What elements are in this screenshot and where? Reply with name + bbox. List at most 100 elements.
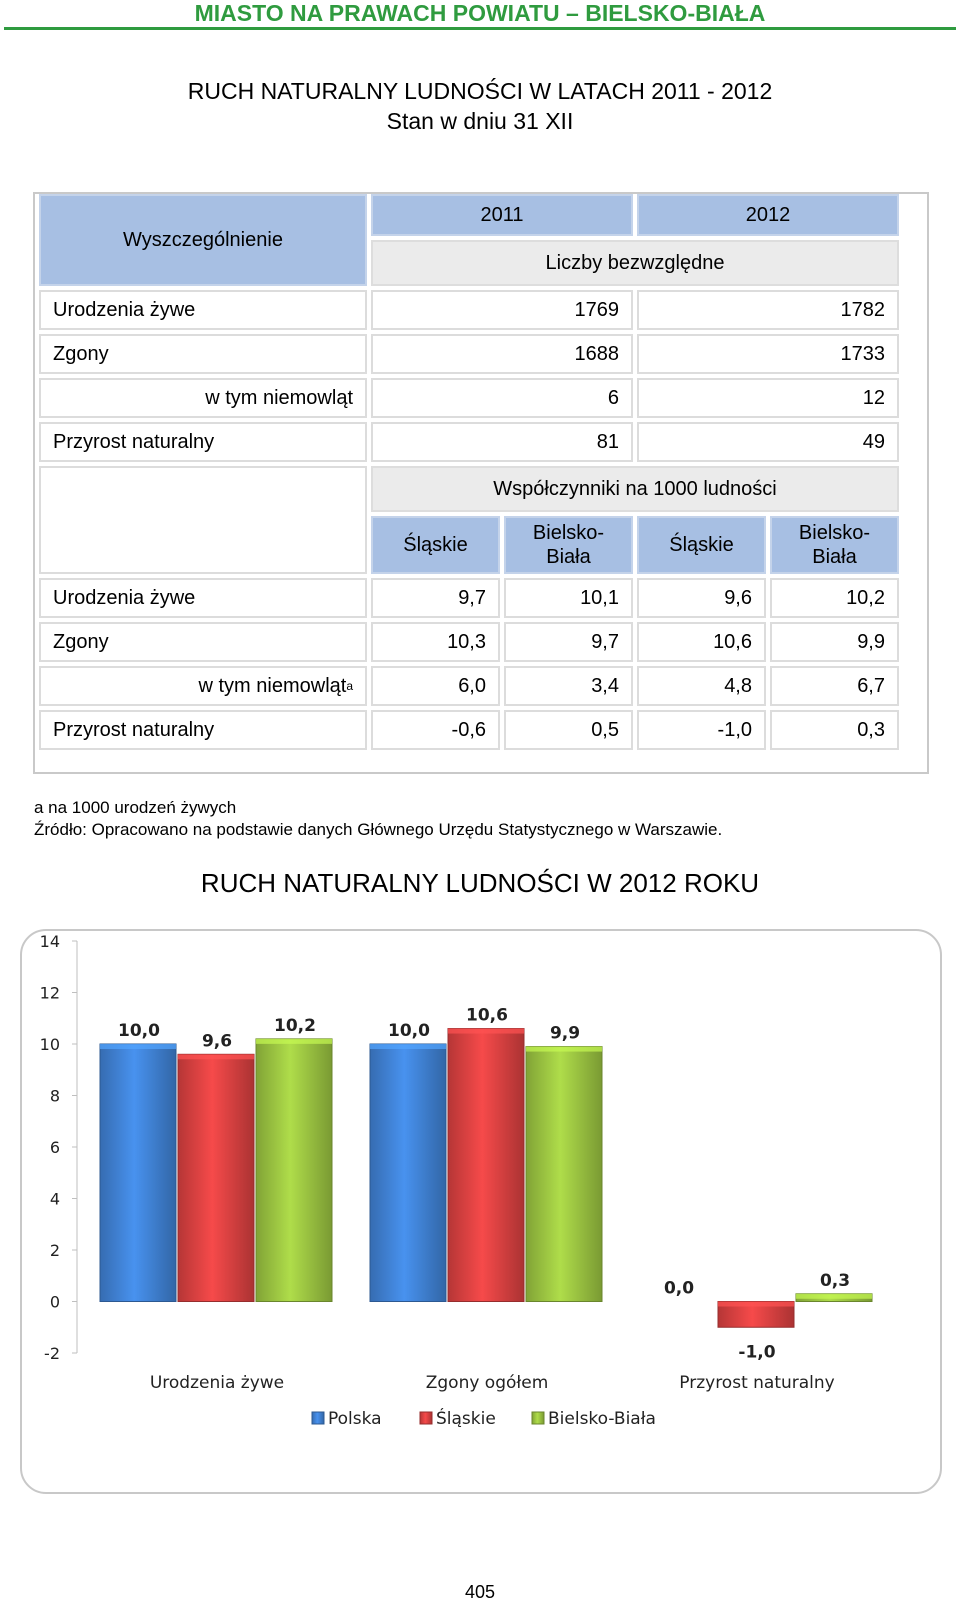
coef-cell: 9,9 (770, 622, 899, 662)
data-label: 0,3 (820, 1271, 850, 1291)
coef-row-label: Przyrost naturalny (39, 710, 367, 750)
coef-row-label: Zgony (39, 622, 367, 662)
legend-swatch (419, 1411, 433, 1425)
page-title: RUCH NATURALNY LUDNOŚCI W LATACH 2011 - … (0, 76, 960, 136)
coef-cell: 9,7 (504, 622, 633, 662)
footnote: a na 1000 urodzeń żywych (34, 798, 237, 817)
coef-cell: 9,7 (371, 578, 500, 618)
coef-row-label-text: w tym niemowląt (198, 674, 347, 697)
abs-row-label: Zgony (39, 334, 367, 374)
data-label: 10,0 (118, 1021, 160, 1041)
data-label: 10,6 (466, 1006, 508, 1026)
y-tick-label: 12 (40, 984, 60, 1003)
bar-top-highlight (526, 1046, 602, 1052)
data-table: Wyszczególnienie 2011 2012 Liczby bezwzg… (33, 192, 929, 774)
bar-top-highlight (796, 1293, 872, 1299)
coef-row-label: w tym niemowląt a (39, 666, 367, 706)
bar (255, 1038, 333, 1302)
coef-cell: 10,1 (504, 578, 633, 618)
abs-cell: 81 (371, 422, 633, 462)
sub-header-bielsko-biala: Bielsko- Biała (504, 516, 633, 574)
data-label: -1,0 (738, 1342, 775, 1362)
year-2012-header: 2012 (637, 194, 899, 236)
abs-cell: 1782 (637, 290, 899, 330)
legend-label: Polska (328, 1409, 382, 1429)
title-line-1: RUCH NATURALNY LUDNOŚCI W LATACH 2011 - … (187, 78, 773, 104)
data-label: 10,0 (388, 1021, 430, 1041)
bar (369, 1043, 447, 1302)
y-tick-label: 0 (50, 1293, 60, 1312)
page-header: MIASTO NA PRAWACH POWIATU – BIELSKO-BIAŁ… (4, 0, 956, 30)
coef-cell: 6,7 (770, 666, 899, 706)
category-label: Zgony ogółem (426, 1373, 549, 1393)
table-notes: a na 1000 urodzeń żywych Źródło: Opracow… (34, 797, 722, 841)
sub-header-line-1: Bielsko- (798, 522, 871, 544)
abs-cell: 6 (371, 378, 633, 418)
legend-swatch (311, 1411, 325, 1425)
bar-top-highlight (718, 1301, 794, 1307)
coef-row-label: Urodzenia żywe (39, 578, 367, 618)
abs-values-header: Liczby bezwzględne (371, 240, 899, 286)
data-label: 0,0 (664, 1279, 694, 1299)
coef-cell: 10,6 (637, 622, 766, 662)
abs-cell: 12 (637, 378, 899, 418)
data-label: 9,9 (550, 1024, 580, 1044)
y-tick-label: 6 (50, 1138, 60, 1157)
y-tick-label: 2 (50, 1241, 60, 1260)
data-label: 10,2 (274, 1016, 316, 1036)
bar-chart: 14 12 10 8 6 4 2 0 -2 10,0 9,6 10,2 Urodzenia żywe 10… (40, 932, 873, 1429)
chart-title: RUCH NATURALNY LUDNOŚCI W 2012 ROKU (200, 868, 760, 898)
category-label: Przyrost naturalny (679, 1373, 834, 1393)
coef-cell: -0,6 (371, 710, 500, 750)
data-label: 9,6 (202, 1031, 232, 1051)
y-tick-label: 14 (40, 932, 60, 951)
sub-header-line-2: Biała (812, 546, 857, 568)
coef-cell: 3,4 (504, 666, 633, 706)
coef-cell: 6,0 (371, 666, 500, 706)
abs-row-label: Przyrost naturalny (39, 422, 367, 462)
y-tick-label: -2 (44, 1344, 60, 1363)
sub-header-bielsko-biala: Bielsko- Biała (770, 516, 899, 574)
abs-cell: 1733 (637, 334, 899, 374)
page-number: 405 (464, 1582, 496, 1602)
legend-label: Śląskie (436, 1407, 496, 1429)
coef-cell: 0,3 (770, 710, 899, 750)
source-note: Źródło: Opracowano na podstawie danych G… (34, 820, 723, 839)
bar-top-highlight (178, 1054, 254, 1060)
coef-cell: 10,2 (770, 578, 899, 618)
coef-cell: 10,3 (371, 622, 500, 662)
chart-panel: 14 12 10 8 6 4 2 0 -2 10,0 9,6 10,2 Urodzenia żywe 10… (20, 929, 942, 1494)
sub-header-slaskie: Śląskie (637, 516, 766, 574)
sub-header-line-2: Biała (546, 546, 591, 568)
coef-cell: -1,0 (637, 710, 766, 750)
bar-top-highlight (370, 1044, 446, 1049)
bar (525, 1046, 603, 1302)
year-2011-header: 2011 (371, 194, 633, 236)
abs-row-label: Urodzenia żywe (39, 290, 367, 330)
coef-header: Współczynniki na 1000 ludności (371, 466, 899, 512)
bar (447, 1028, 525, 1303)
y-tick-label: 8 (50, 1087, 60, 1106)
title-line-2: Stan w dniu 31 XII (386, 108, 574, 134)
sub-header-slaskie: Śląskie (371, 516, 500, 574)
abs-cell: 49 (637, 422, 899, 462)
category-label: Urodzenia żywe (150, 1373, 284, 1393)
bar-top-highlight (100, 1044, 176, 1049)
legend-swatch (531, 1411, 545, 1425)
abs-row-label: w tym niemowląt (39, 378, 367, 418)
abs-cell: 1688 (371, 334, 633, 374)
bar-top-highlight (448, 1028, 524, 1034)
coef-empty-corner (39, 466, 367, 574)
bar (177, 1053, 255, 1302)
bar-top-highlight (256, 1038, 332, 1044)
y-tick-label: 4 (50, 1190, 60, 1209)
col-header: Wyszczególnienie (39, 194, 367, 286)
footnote-marker: a (346, 679, 353, 693)
coef-cell: 9,6 (637, 578, 766, 618)
legend-label: Bielsko-Biała (548, 1409, 656, 1429)
abs-cell: 1769 (371, 290, 633, 330)
coef-cell: 0,5 (504, 710, 633, 750)
coef-cell: 4,8 (637, 666, 766, 706)
y-tick-label: 10 (40, 1035, 60, 1054)
bar (99, 1043, 177, 1302)
